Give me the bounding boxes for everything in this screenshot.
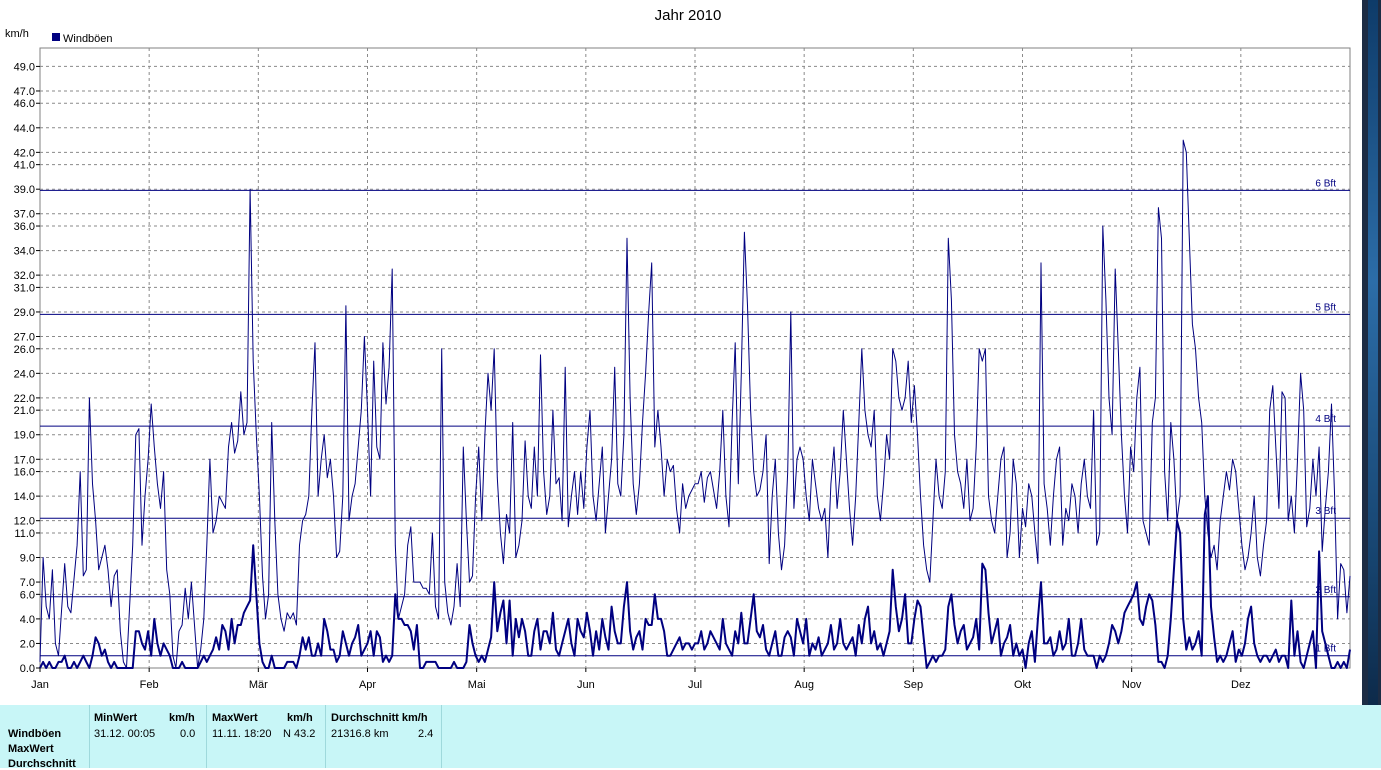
y-tick-label: 37.0: [14, 209, 35, 221]
row-label-maxwert: MaxWert: [8, 743, 54, 755]
min-unit: km/h: [169, 712, 195, 724]
month-label: Jul: [688, 679, 702, 691]
y-tick-label: 7.0: [20, 577, 35, 589]
beaufort-label: 4 Bft: [1315, 414, 1336, 425]
month-label: Nov: [1122, 679, 1142, 691]
legend-label: Windböen: [63, 33, 113, 45]
y-tick-label: 6.0: [20, 589, 35, 601]
chart-title: Jahr 2010: [655, 7, 722, 24]
month-label: Jun: [577, 679, 595, 691]
y-tick-label: 31.0: [14, 282, 35, 294]
month-label: Mär: [249, 679, 268, 691]
y-tick-label: 19.0: [14, 430, 35, 442]
month-label: Okt: [1014, 679, 1031, 691]
min-date: 31.12. 00:05: [94, 728, 156, 740]
y-tick-label: 0.0: [20, 663, 35, 675]
y-tick-label: 27.0: [14, 332, 35, 344]
y-tick-label: 41.0: [14, 160, 35, 172]
y-tick-label: 44.0: [14, 123, 35, 135]
y-tick-label: 16.0: [14, 467, 35, 479]
y-tick-label: 2.0: [20, 638, 35, 650]
y-tick-label: 32.0: [14, 270, 35, 282]
min-value: 0.0: [180, 728, 196, 740]
statistics-panel: Windböen MaxWert Durchschnitt MinWert km…: [0, 705, 1381, 770]
x-axis: Jan Feb Mär Apr Mai Jun Jul Aug Sep Okt Nov Dez: [31, 668, 1251, 691]
y-axis-label: km/h: [5, 28, 29, 40]
month-label: Sep: [904, 679, 924, 691]
y-tick-label: 9.0: [20, 553, 35, 565]
row-label-durchschnitt: Durchschnitt: [8, 758, 76, 770]
max-date: 11.11. 18:20: [212, 728, 272, 740]
y-tick-label: 47.0: [14, 86, 35, 98]
y-tick-label: 42.0: [14, 147, 35, 159]
month-label: Jan: [31, 679, 49, 691]
y-tick-label: 11.0: [14, 528, 35, 540]
y-tick-label: 22.0: [14, 393, 35, 405]
month-label: Aug: [794, 679, 814, 691]
y-tick-label: 14.0: [14, 491, 35, 503]
beaufort-label: 6 Bft: [1315, 178, 1336, 189]
y-tick-label: 17.0: [14, 454, 35, 466]
y-tick-label: 4.0: [20, 614, 35, 626]
month-label: Apr: [359, 679, 376, 691]
series: [39, 139, 1351, 669]
y-tick-label: 49.0: [14, 61, 35, 73]
min-header: MinWert: [94, 712, 138, 724]
series-line-mean: [39, 495, 1351, 669]
y-tick-label: 24.0: [14, 368, 35, 380]
max-unit: km/h: [287, 712, 313, 724]
y-tick-label: 39.0: [14, 184, 35, 196]
legend-swatch: [52, 33, 60, 41]
month-label: Dez: [1231, 679, 1251, 691]
beaufort-label: 2 Bft: [1315, 585, 1336, 596]
y-axis: 0.0 2.0 4.0 6.07.0 9.0 11.012.0 14.0 16.017.0 19…: [14, 61, 40, 675]
avg-header: Durchschnitt km/h: [331, 712, 428, 724]
y-tick-label: 36.0: [14, 221, 35, 233]
row-label-windboeen: Windböen: [8, 728, 62, 740]
y-tick-label: 29.0: [14, 307, 35, 319]
max-value: N 43.2: [283, 728, 316, 740]
max-header: MaxWert: [212, 712, 258, 724]
avg-distance: 21316.8 km: [331, 728, 389, 740]
month-label: Feb: [140, 679, 159, 691]
beaufort-label: 5 Bft: [1315, 302, 1336, 313]
y-tick-label: 46.0: [14, 98, 35, 110]
y-tick-label: 26.0: [14, 344, 35, 356]
y-tick-label: 21.0: [14, 405, 35, 417]
avg-value: 2.4: [418, 728, 434, 740]
window-edge: [1362, 0, 1381, 705]
beaufort-label: 3 Bft: [1315, 506, 1336, 517]
y-tick-label: 34.0: [14, 246, 35, 258]
series-line-max: [39, 139, 1351, 669]
month-label: Mai: [468, 679, 486, 691]
y-tick-label: 12.0: [14, 516, 35, 528]
